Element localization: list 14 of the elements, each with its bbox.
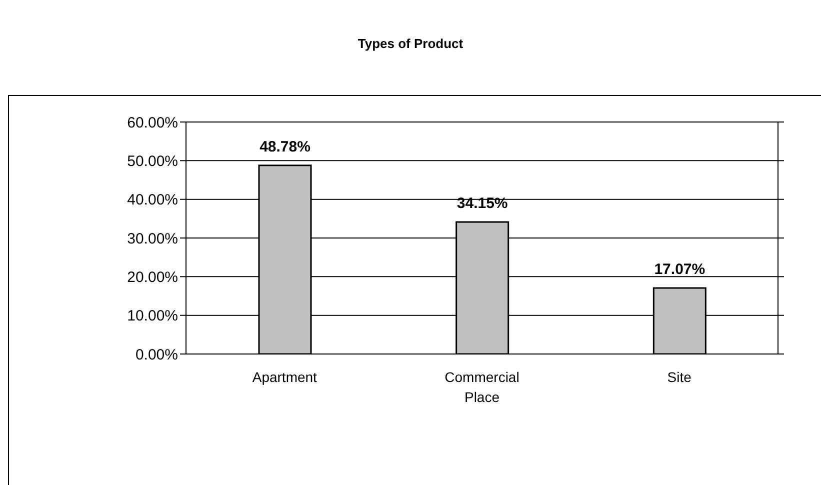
y-tick-label: 10.00% (127, 308, 178, 325)
y-tick-label: 60.00% (127, 114, 178, 132)
data-label: 48.78% (260, 138, 310, 156)
y-tick-label: 30.00% (127, 230, 178, 248)
y-tick-label: 40.00% (127, 192, 178, 209)
x-tick-label: Site (667, 369, 692, 385)
x-tick-label: Commercial Place (444, 369, 520, 405)
data-label: 17.07% (654, 260, 706, 278)
x-tick-label: Apartment (252, 369, 318, 385)
y-tick-label: 20.00% (127, 268, 178, 286)
y-tick-label: 50.00% (127, 152, 178, 170)
y-tick-label: 0.00% (135, 346, 178, 364)
chart-title: Types of Product (356, 36, 464, 51)
data-label: 34.15% (456, 194, 508, 212)
